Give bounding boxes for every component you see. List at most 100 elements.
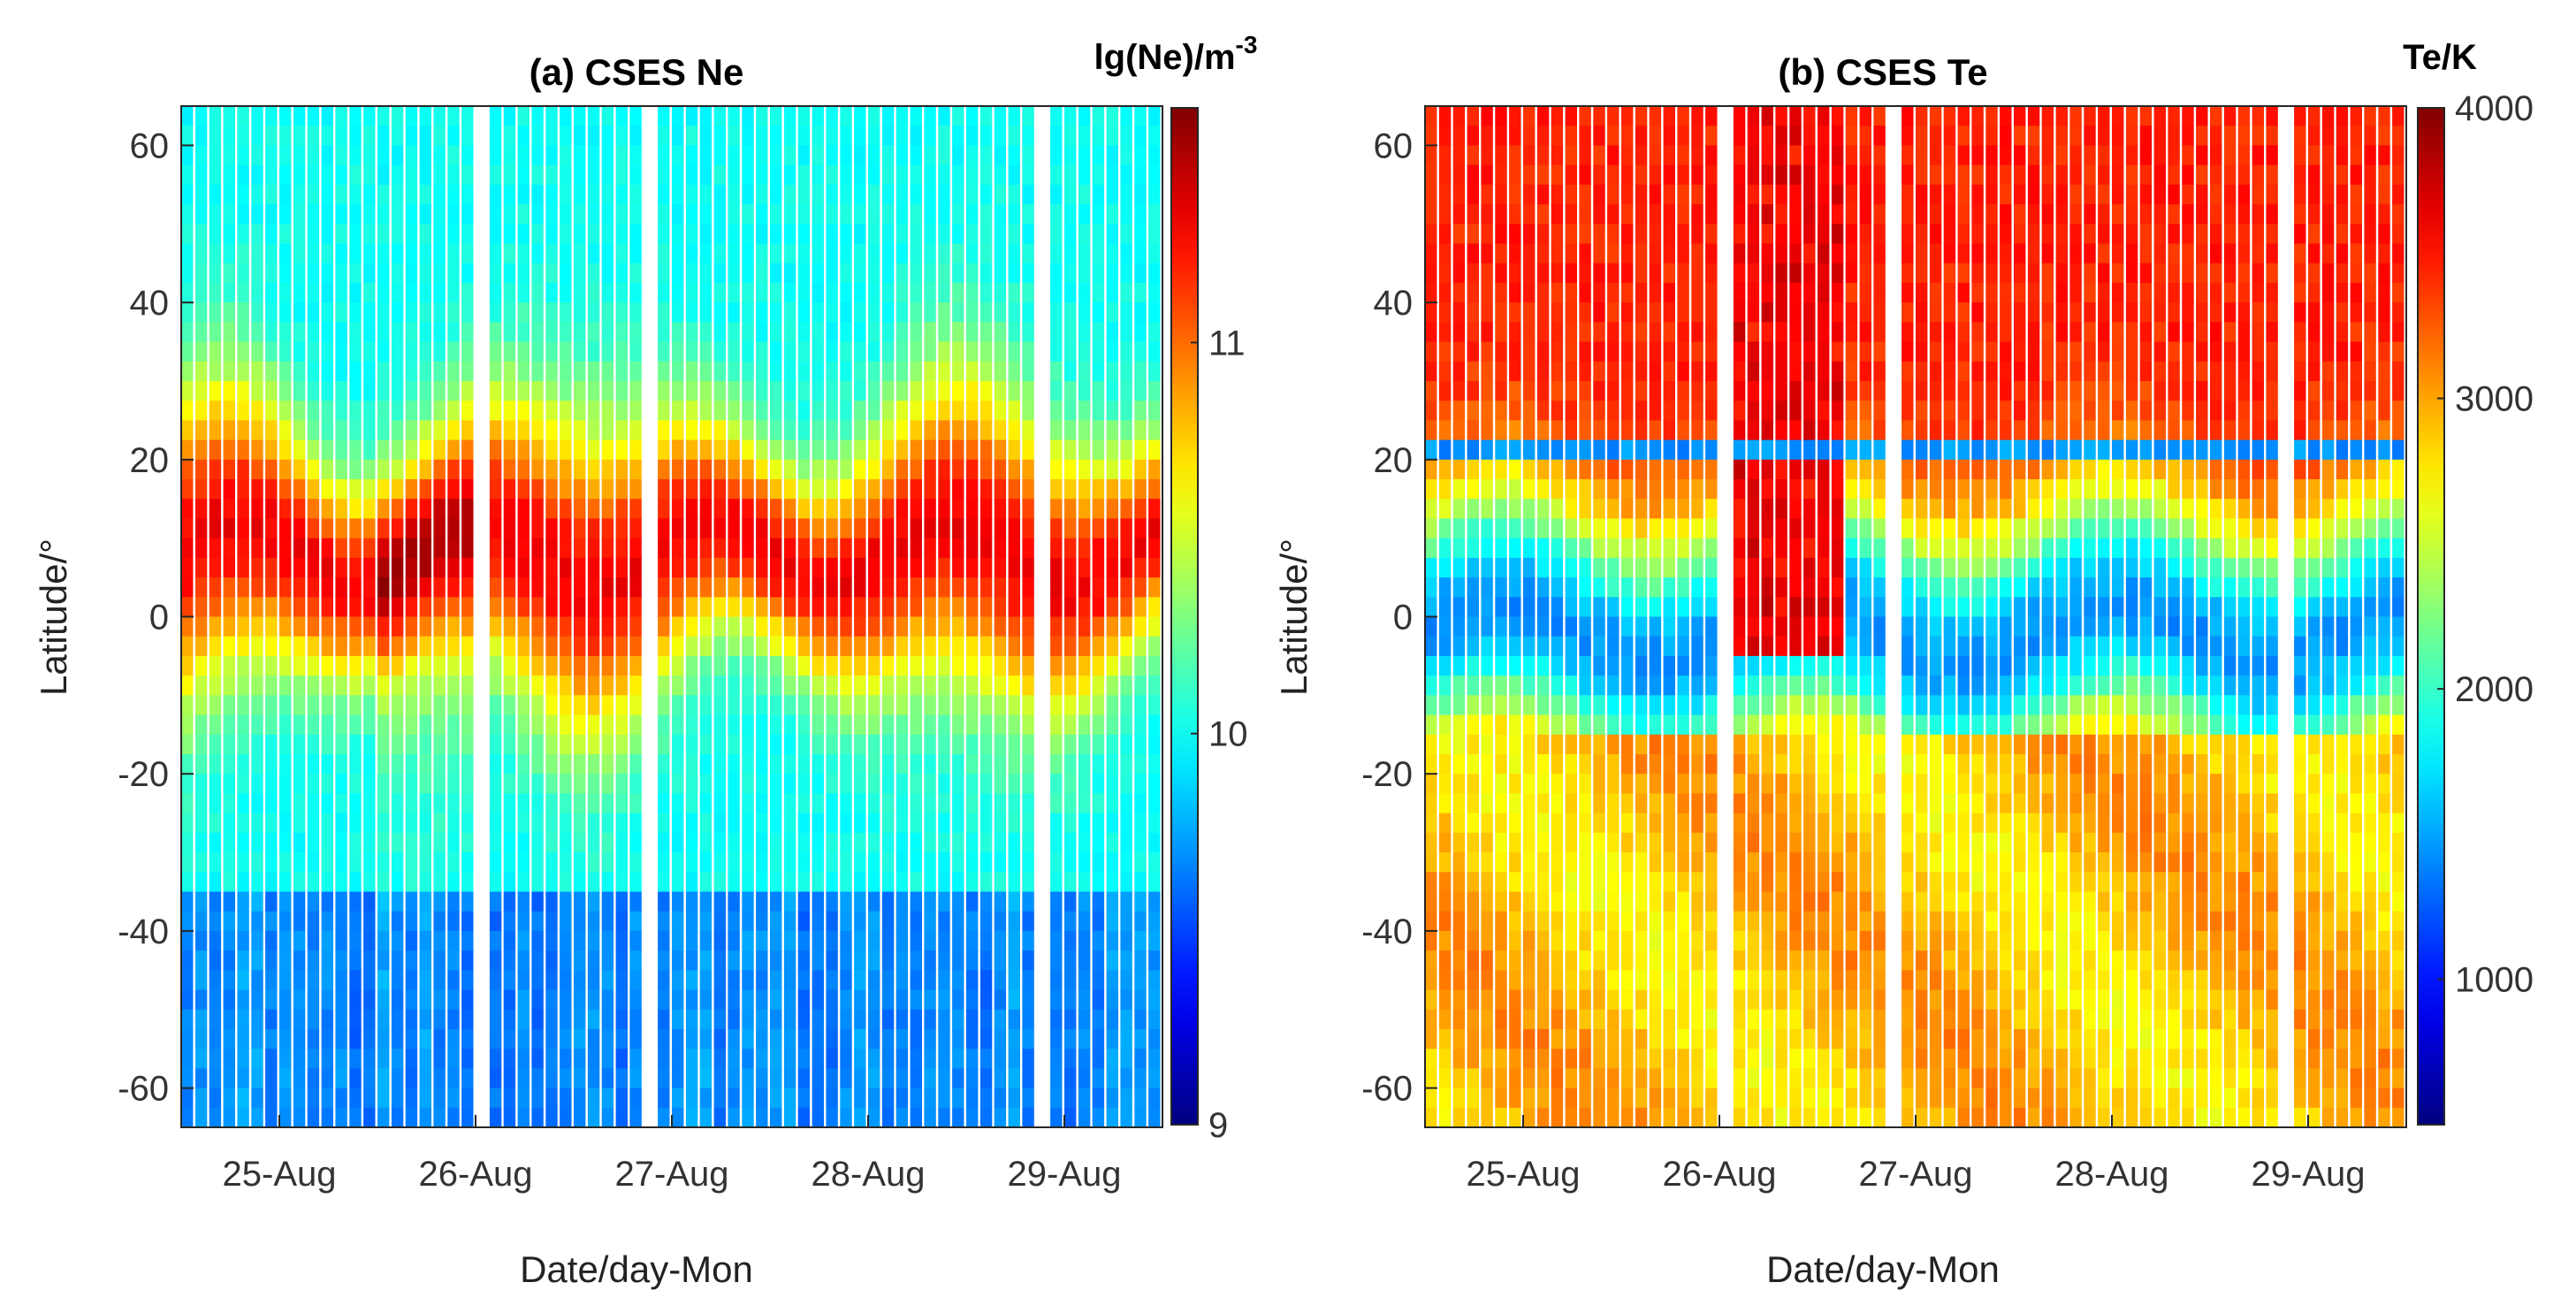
heatmap-cell [615, 1049, 628, 1069]
heatmap-cell [840, 361, 852, 382]
heatmap-cell [699, 401, 713, 421]
heatmap-cell [658, 479, 670, 500]
heatmap-cell [181, 126, 194, 146]
heatmap-cell [1705, 754, 1718, 775]
heatmap-cell [419, 341, 431, 363]
heatmap-cell [1536, 655, 1550, 676]
heatmap-cell [728, 341, 740, 363]
heatmap-cell [419, 930, 431, 951]
orbit-strip [560, 106, 572, 1128]
heatmap-cell [223, 1107, 235, 1128]
heatmap-cell [1579, 793, 1591, 814]
heatmap-cell [251, 832, 263, 853]
heatmap-cell [629, 557, 642, 578]
heatmap-cell [1092, 832, 1105, 853]
heatmap-cell [391, 714, 404, 736]
heatmap-cell [1134, 557, 1147, 578]
heatmap-cell [728, 577, 740, 598]
heatmap-cell [658, 126, 670, 146]
heatmap-cell [1733, 774, 1746, 794]
heatmap-cell [181, 1009, 194, 1030]
orbit-strip [1607, 106, 1620, 1128]
heatmap-cell [1649, 1068, 1662, 1089]
heatmap-cell [952, 322, 964, 343]
heatmap-cell [531, 479, 544, 500]
heatmap-cell [1148, 145, 1161, 166]
heatmap-cell [783, 518, 796, 539]
heatmap-cell [979, 616, 993, 637]
heatmap-cell [728, 401, 740, 421]
heatmap-cell [924, 184, 936, 205]
heatmap-cell [181, 832, 194, 853]
heatmap-cell [854, 499, 866, 519]
heatmap-cell [1008, 734, 1020, 755]
heatmap-cell [1148, 1068, 1161, 1089]
heatmap-cell [1536, 479, 1550, 500]
heatmap-cell [728, 989, 740, 1011]
heatmap-cell [1481, 989, 1493, 1011]
heatmap-cell [1050, 793, 1063, 814]
heatmap-cell [1649, 243, 1662, 264]
heatmap-cell [335, 145, 347, 166]
heatmap-cell [924, 557, 936, 578]
heatmap-cell [1064, 184, 1077, 205]
heatmap-cell [812, 1009, 824, 1030]
heatmap-cell [1607, 714, 1620, 736]
heatmap-cell [910, 754, 922, 775]
heatmap-cell [826, 459, 838, 480]
heatmap-cell [531, 439, 544, 461]
heatmap-cell [1649, 518, 1662, 539]
heatmap-cell [391, 774, 404, 794]
heatmap-cell [461, 282, 474, 303]
heatmap-cell [868, 852, 880, 873]
heatmap-cell [966, 832, 979, 853]
heatmap-cell [1495, 577, 1507, 598]
heatmap-cell [1481, 930, 1493, 951]
heatmap-cell [672, 891, 684, 912]
heatmap-cell [419, 872, 431, 893]
heatmap-cell [1148, 499, 1161, 519]
heatmap-cell [1579, 1088, 1591, 1109]
heatmap-cell [812, 616, 824, 637]
heatmap-cell [1593, 341, 1605, 363]
heatmap-cell [560, 872, 572, 893]
heatmap-cell [910, 282, 922, 303]
heatmap-cell [1064, 989, 1077, 1011]
heatmap-cell [601, 1107, 614, 1128]
heatmap-cell [194, 126, 208, 146]
heatmap-cell [658, 518, 670, 539]
heatmap-cell [391, 852, 404, 873]
heatmap-cell [1022, 518, 1034, 539]
heatmap-cell [1677, 911, 1689, 932]
heatmap-cell [672, 381, 684, 401]
heatmap-cell [1452, 341, 1466, 363]
heatmap-cell [994, 577, 1007, 598]
heatmap-cell [1593, 636, 1605, 657]
heatmap-cell [391, 538, 404, 559]
heatmap-cell [1579, 950, 1591, 971]
heatmap-cell [1789, 204, 1802, 225]
heatmap-cell [812, 930, 824, 951]
heatmap-cell [840, 989, 852, 1011]
heatmap-cell [1747, 970, 1760, 991]
heatmap-cell [699, 224, 713, 245]
heatmap-cell [728, 597, 740, 618]
heatmap-cell [405, 1107, 418, 1128]
heatmap-cell [1022, 655, 1034, 676]
heatmap-cell [419, 263, 431, 284]
heatmap-cell [560, 459, 572, 480]
heatmap-cell [545, 695, 558, 716]
heatmap-cell [405, 930, 418, 951]
heatmap-cell [797, 970, 811, 991]
heatmap-cell [868, 1028, 880, 1050]
heatmap-cell [363, 126, 376, 146]
heatmap-cell [672, 832, 684, 853]
heatmap-cell [1677, 676, 1689, 696]
heatmap-cell [181, 891, 194, 912]
heatmap-cell [1747, 1088, 1760, 1109]
orbit-strip [1509, 106, 1521, 1128]
heatmap-cell [1481, 754, 1493, 775]
heatmap-cell [419, 361, 431, 382]
heatmap-cell [1593, 1088, 1605, 1109]
heatmap-cell [503, 439, 516, 461]
